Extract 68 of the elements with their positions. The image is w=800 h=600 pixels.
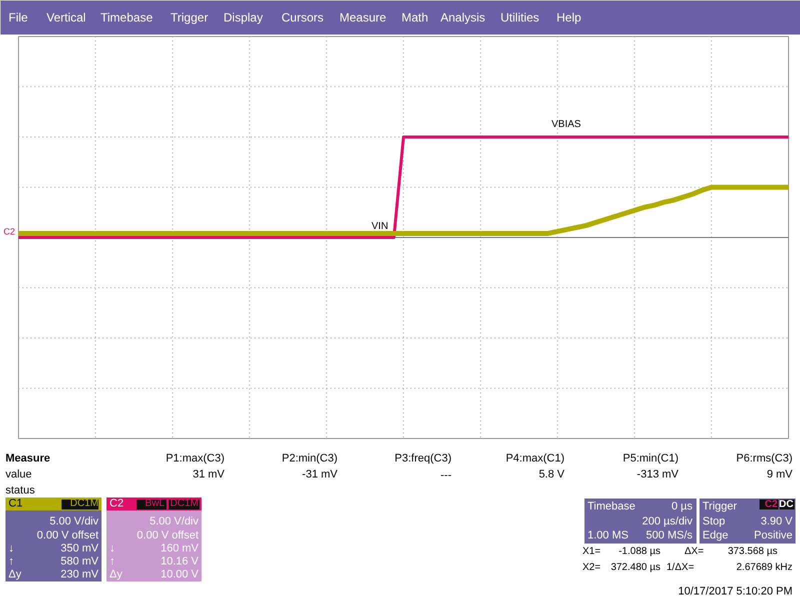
text: Positive — [754, 530, 793, 542]
annotation: VIN — [372, 221, 388, 232]
text: 31 mV — [192, 468, 226, 480]
text: 230 mV — [60, 568, 100, 580]
text: Help — [556, 10, 582, 24]
text: 0.00 V offset — [136, 530, 199, 542]
text: Vertical — [46, 10, 86, 24]
text: 160 mV — [160, 542, 200, 554]
text: 1/ΔX= — [666, 562, 694, 573]
text: 372.480 µs — [610, 562, 660, 573]
text: Trigger — [702, 500, 738, 512]
text: C2 — [110, 498, 124, 510]
text: Timebase — [100, 10, 154, 24]
text: Utilities — [500, 10, 540, 24]
text: 2.67689 kHz — [736, 562, 793, 573]
text: X2= — [582, 562, 601, 573]
text: VBIAS — [552, 119, 582, 130]
text: Edge — [702, 530, 728, 542]
text: 3.90 V — [760, 516, 794, 528]
text: C2 — [4, 226, 16, 236]
text: Trigger — [170, 10, 208, 24]
text: 10.16 V — [160, 556, 200, 568]
text: ↓ — [110, 542, 115, 554]
text: 5.00 V/div — [50, 516, 99, 528]
text: 5.00 V/div — [150, 516, 199, 528]
text: 200 µs/div — [642, 516, 693, 528]
text: ↑ — [8, 556, 14, 568]
text: DC — [779, 499, 794, 510]
text: C1 — [8, 498, 23, 510]
text: Δy — [8, 568, 22, 580]
text: ↑ — [110, 556, 115, 568]
text: Analysis — [440, 10, 486, 24]
text: 373.568 µs — [728, 546, 778, 557]
text: Display — [224, 10, 263, 24]
text: P3:freq(C3) — [394, 452, 452, 464]
text: 9 mV — [766, 468, 794, 480]
text: P1:max(C3) — [166, 452, 225, 464]
text: status — [6, 484, 36, 496]
text: value — [6, 468, 32, 480]
text: ↓ — [8, 542, 14, 554]
text: -313 mV — [636, 468, 680, 480]
text: 500 MS/s — [646, 530, 693, 542]
text: P2:min(C3) — [282, 452, 338, 464]
text: 350 mV — [60, 542, 100, 554]
text: Stop — [702, 516, 726, 528]
text: 5.8 V — [538, 468, 566, 480]
text: P4:max(C1) — [506, 452, 565, 464]
text: -31 mV — [302, 468, 338, 480]
text: P5:min(C1) — [622, 452, 678, 464]
text: 580 mV — [60, 556, 100, 568]
text: --- — [440, 470, 452, 482]
text: Cursors — [282, 10, 324, 24]
text: X1= — [582, 546, 601, 557]
text: 10/17/2017 5:10:20 PM — [678, 586, 793, 598]
text: Timebase — [588, 500, 636, 512]
text: 10.00 V — [160, 568, 200, 580]
text: 1.00 MS — [588, 530, 628, 542]
text: 0.00 V offset — [36, 530, 99, 542]
text: -1.088 µs — [618, 546, 661, 557]
text: 0 µs — [671, 500, 693, 512]
text: P6:rms(C3) — [736, 452, 793, 464]
text: Measure — [6, 452, 50, 464]
text: Measure — [340, 10, 387, 24]
text: Math — [402, 10, 428, 24]
text: Δy — [110, 568, 123, 580]
text: ΔX= — [684, 546, 704, 557]
text: C2 — [764, 499, 778, 510]
text: File — [8, 10, 28, 24]
